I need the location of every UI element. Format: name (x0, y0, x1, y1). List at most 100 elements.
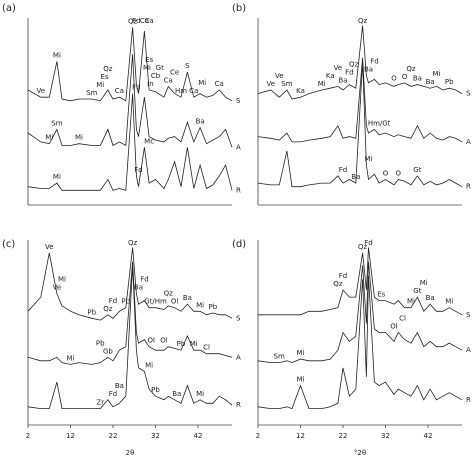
trace-label: A (236, 143, 241, 151)
peak-label: Ve (334, 64, 343, 72)
peak-label: Mi (297, 376, 305, 384)
peak-label: Fd (370, 58, 378, 66)
peak-label: O (402, 73, 408, 81)
trace-label: S (236, 314, 241, 322)
panel-label: (a) (2, 3, 16, 14)
peak-label: Ol (171, 298, 179, 306)
x-tick-label: 22 (109, 432, 118, 440)
peak-label: In (147, 80, 154, 88)
trace-label: A (236, 353, 241, 361)
trace-label: R (236, 186, 241, 194)
peak-label: Ol (390, 323, 398, 331)
peak-label: Mc (144, 137, 154, 145)
trace-label: S (466, 90, 471, 98)
diffractogram (27, 265, 233, 409)
diffractogram (258, 247, 463, 316)
peak-label: Ve (266, 80, 275, 88)
peak-label: Ve (275, 72, 284, 80)
peak-label: Pb (151, 386, 160, 394)
peak-label: Qz (333, 280, 343, 288)
peak-label: Qz (103, 305, 113, 313)
peak-label: Gt/Hm (144, 298, 167, 306)
diffractogram (257, 61, 463, 188)
x-tick-label: 2 (256, 432, 260, 440)
peak-label: Qz (128, 17, 138, 25)
peak-label: Ba (426, 294, 435, 302)
peak-label: Fd (134, 166, 142, 174)
peak-label: Ve (36, 87, 45, 95)
peak-label: Pb (209, 303, 218, 311)
peak-label: Zr (96, 399, 104, 407)
peak-label: Ve (45, 243, 54, 251)
peak-label: Qz (406, 65, 416, 73)
peak-label: Ba (364, 66, 373, 74)
panel-label: (c) (2, 239, 15, 250)
peak-label: Sm (274, 353, 285, 361)
peak-label: Fd (132, 84, 140, 92)
diffractogram (27, 54, 233, 148)
peak-label: Fd (339, 272, 347, 280)
x-tick-label: 32 (381, 432, 390, 440)
x-tick-label: 42 (424, 432, 433, 440)
peak-label: Gb (103, 347, 113, 355)
peak-label: Ba (338, 76, 347, 84)
peak-label: Mi (145, 361, 153, 369)
diffractogram (257, 275, 463, 410)
peak-label: Sm (86, 89, 97, 97)
peak-label: Mi (196, 390, 204, 398)
peak-label: Ba (134, 284, 143, 292)
trace-label: S (236, 97, 241, 105)
peak-label: Mi (196, 301, 204, 309)
peak-label: Mi (53, 173, 61, 181)
trace-label: R (466, 183, 471, 191)
trace-label: S (466, 311, 471, 319)
peak-label: Es (100, 73, 108, 81)
trace-label: A (466, 138, 471, 146)
panel-label: (d) (232, 239, 246, 250)
peak-label: Mi (58, 276, 66, 284)
peak-label: Gt (156, 64, 164, 72)
peak-label: Es (145, 56, 153, 64)
peak-label: Ca (189, 87, 198, 95)
diffractogram (27, 27, 233, 102)
peak-label: Hm/Gt (368, 119, 391, 127)
diffractogram (257, 57, 463, 143)
peak-label: Pb (121, 298, 130, 306)
peak-label: Ba (183, 294, 192, 302)
peak-label: Pb (96, 339, 105, 347)
peak-label: Gt (413, 166, 421, 174)
x-tick-label: 32 (151, 432, 160, 440)
peak-label: Fd (364, 239, 372, 247)
peak-label: Ol (160, 337, 168, 345)
peak-label: Mi (143, 64, 151, 72)
peak-label: O (391, 75, 397, 83)
x-tick-label: 42 (194, 432, 203, 440)
peak-label: Ca (164, 76, 173, 84)
peak-label: Ve (53, 284, 62, 292)
peak-label: O (395, 170, 401, 178)
trace-label: R (236, 401, 241, 409)
peak-label: Mi (67, 354, 75, 362)
peak-label: Ba (115, 382, 124, 390)
peak-label: Ba (351, 173, 360, 181)
peak-label: Qz (128, 239, 138, 247)
peak-label: Fd (339, 166, 347, 174)
trace-label: A (466, 346, 471, 354)
peak-label: Cl (203, 344, 210, 352)
peak-label: Ce (170, 68, 179, 76)
peak-label: Ca (215, 80, 224, 88)
peak-label: Pb (87, 308, 96, 316)
peak-label: Fd (109, 297, 117, 305)
peak-label: Ka (296, 87, 305, 95)
peak-label: Ba (172, 390, 181, 398)
peak-label: Mi (198, 79, 206, 87)
peak-label: Mi (75, 134, 83, 142)
peak-label: Ba (196, 118, 205, 126)
peak-label: Mi (190, 340, 198, 348)
diffractogram (257, 25, 463, 100)
peak-label: Mi (318, 80, 326, 88)
peak-label: Sm (51, 119, 62, 127)
peak-label: Qz (164, 290, 174, 298)
diffractogram (27, 247, 233, 321)
